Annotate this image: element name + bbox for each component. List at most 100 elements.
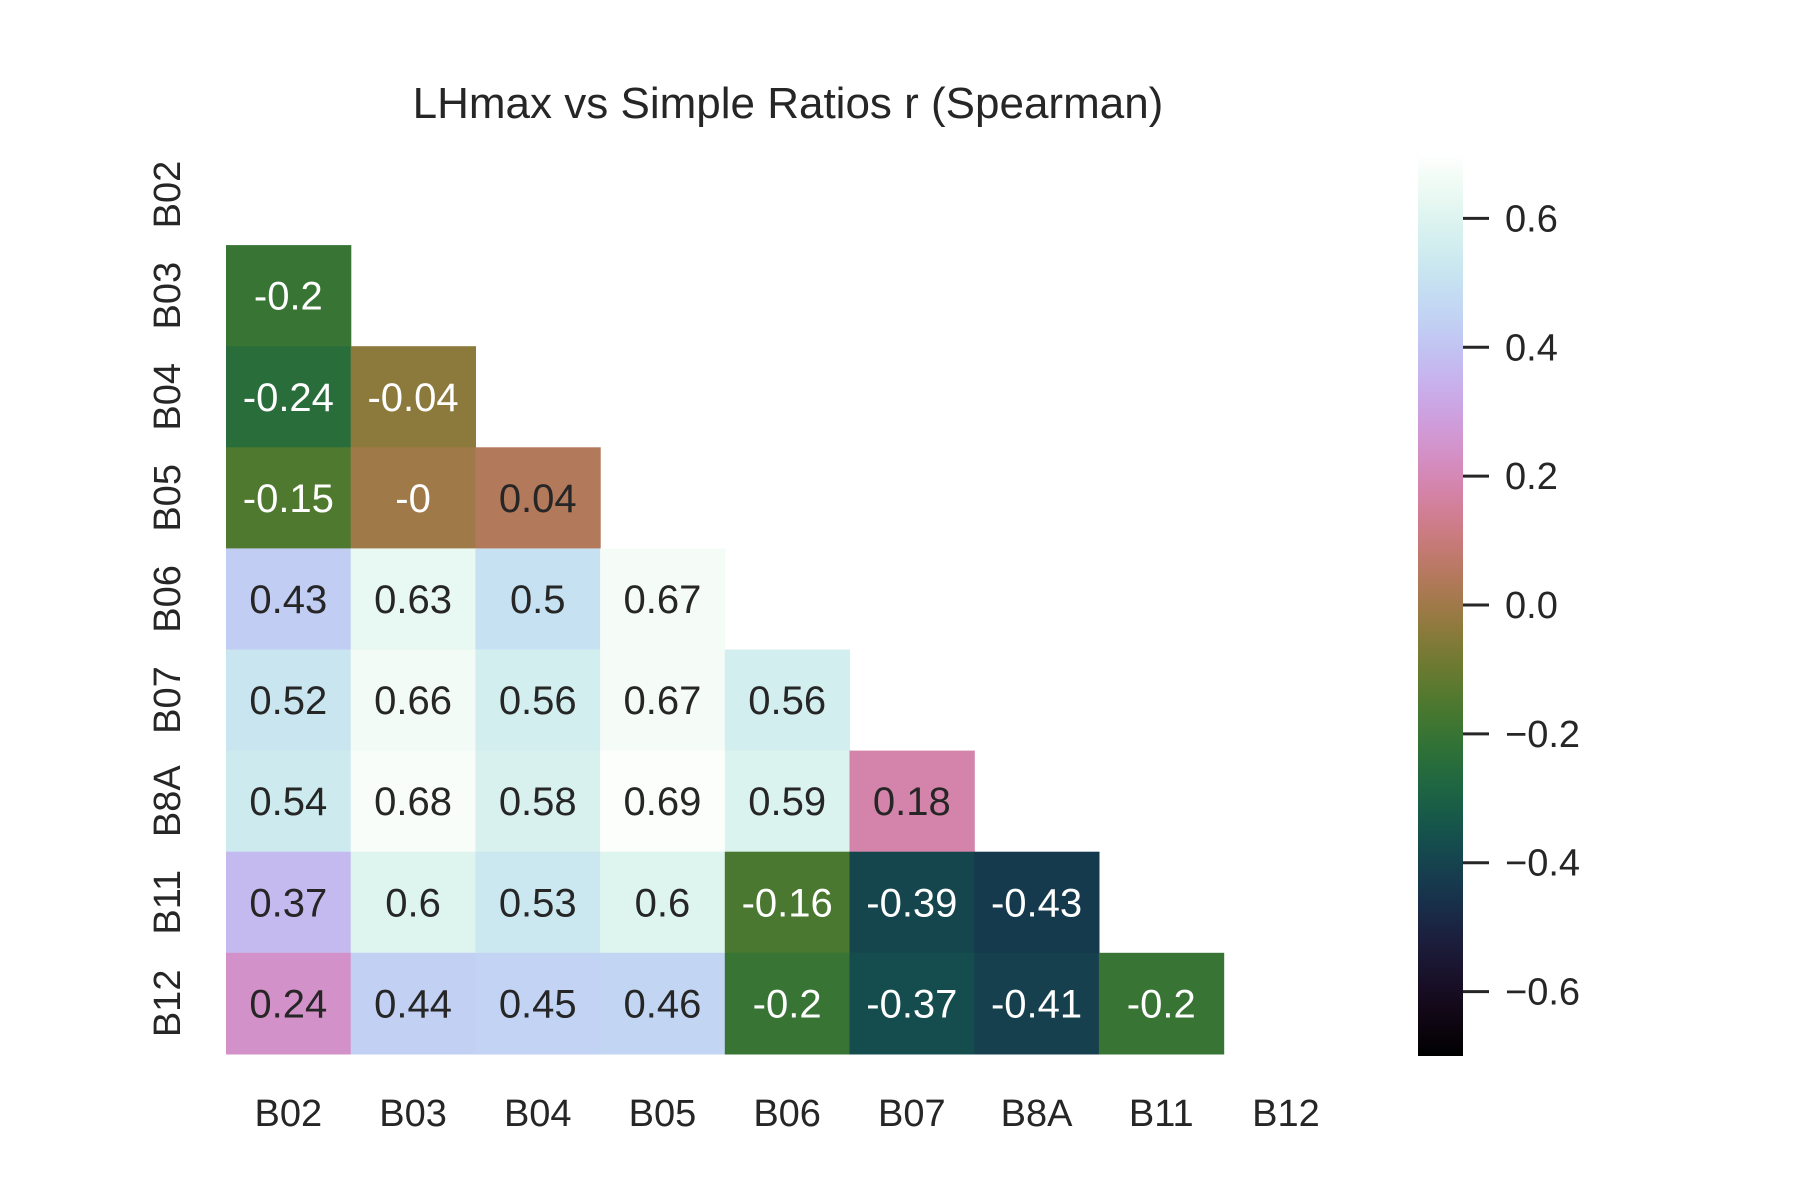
heatmap-cell	[350, 649, 476, 752]
heatmap-cell	[849, 851, 975, 954]
heatmap-cell	[226, 750, 352, 853]
y-tick-label: B06	[147, 565, 189, 633]
heatmap-cell	[600, 548, 726, 651]
heatmap-cell	[475, 851, 601, 954]
cell-value-label: -0.2	[1127, 982, 1196, 1026]
cell-value-label: -0.39	[866, 881, 957, 925]
cell-value-label: 0.45	[499, 982, 577, 1026]
cell-value-label: -0.2	[753, 982, 822, 1026]
colorbar-tick-label: −0.4	[1505, 843, 1580, 885]
heatmap-cell	[350, 750, 476, 853]
y-tick-label: B8A	[147, 765, 189, 837]
x-tick-label: B07	[878, 1093, 946, 1135]
colorbar-tick-label: −0.2	[1505, 714, 1580, 756]
heatmap-cell	[600, 851, 726, 954]
x-tick-label: B8A	[1001, 1093, 1073, 1135]
heatmap-cell	[1098, 952, 1225, 1055]
chart-title: LHmax vs Simple Ratios r (Spearman)	[413, 79, 1164, 128]
cell-value-label: 0.44	[374, 982, 452, 1026]
heatmap-cell	[724, 750, 851, 853]
cell-value-label: 0.69	[624, 780, 702, 824]
heatmap-cell	[350, 548, 476, 651]
y-tick-label: B07	[147, 666, 189, 734]
cell-value-label: -0.24	[243, 376, 334, 420]
cell-value-label: -0.43	[991, 881, 1082, 925]
heatmap-cell	[724, 851, 851, 954]
heatmap-cell	[350, 952, 476, 1055]
y-tick-label: B04	[147, 363, 189, 431]
heatmap-cell	[475, 750, 601, 853]
cell-value-label: -0.16	[742, 881, 833, 925]
cell-value-label: 0.56	[499, 679, 577, 723]
colorbar-tick-label: −0.6	[1505, 972, 1580, 1014]
cell-value-label: 0.6	[385, 881, 441, 925]
colorbar-tick-label: 0.6	[1505, 198, 1558, 240]
y-tick-label: B12	[147, 970, 189, 1038]
y-tick-label: B03	[147, 262, 189, 330]
x-tick-label: B04	[504, 1093, 572, 1135]
cell-value-label: -0	[395, 477, 431, 521]
heatmap-cell	[600, 750, 726, 853]
cell-value-label: 0.63	[374, 578, 452, 622]
cell-value-label: 0.18	[873, 780, 951, 824]
cell-value-label: 0.46	[624, 982, 702, 1026]
cell-value-label: 0.43	[249, 578, 327, 622]
cell-value-label: 0.67	[624, 679, 702, 723]
colorbar-gradient	[1418, 154, 1463, 1056]
cell-value-label: 0.59	[748, 780, 826, 824]
cell-value-label: 0.67	[624, 578, 702, 622]
cell-value-label: 0.24	[249, 982, 327, 1026]
heatmap-cell	[350, 447, 476, 549]
heatmap-cell	[350, 346, 476, 448]
cell-value-label: 0.52	[249, 679, 327, 723]
cell-value-label: 0.68	[374, 780, 452, 824]
heatmap-cell	[475, 649, 601, 752]
x-tick-label: B02	[255, 1093, 323, 1135]
x-axis-ticks: B02 B03 B04 B05 B06 B07 B8A B11 B12	[255, 1093, 1320, 1135]
y-tick-label: B02	[147, 161, 189, 229]
heatmap-cell	[724, 952, 851, 1055]
heatmap-cell	[226, 245, 352, 347]
x-tick-label: B12	[1252, 1093, 1320, 1135]
cell-value-label: 0.56	[748, 679, 826, 723]
heatmap-cell	[226, 447, 352, 549]
colorbar-tick-label: 0.0	[1505, 585, 1558, 627]
y-axis-ticks: B02 B03 B04 B05 B06 B07 B8A B11 B12	[147, 161, 189, 1037]
heatmap-cell	[475, 447, 601, 549]
heatmap-cell	[475, 548, 601, 651]
x-tick-label: B03	[379, 1093, 447, 1135]
heatmap-cell	[226, 649, 352, 752]
cell-value-label: -0.2	[254, 275, 323, 319]
heatmap-cell	[600, 649, 726, 752]
heatmap-cell	[226, 548, 352, 651]
x-tick-label: B05	[629, 1093, 697, 1135]
cell-value-label: 0.54	[249, 780, 327, 824]
heatmap-cell	[475, 952, 601, 1055]
heatmap-cell	[724, 649, 851, 752]
heatmap-cell	[849, 750, 975, 853]
colorbar: −0.6 −0.4 −0.2 0.0 0.2 0.4 0.6	[1418, 154, 1580, 1056]
heatmap-cell	[600, 952, 726, 1055]
colorbar-tick-label: 0.4	[1505, 327, 1558, 369]
heatmap-cell	[226, 952, 352, 1055]
cell-value-label: 0.04	[499, 477, 577, 521]
x-tick-label: B06	[753, 1093, 821, 1135]
y-tick-label: B11	[147, 870, 189, 935]
heatmap-cell	[849, 952, 975, 1055]
heatmap-cell	[974, 952, 1100, 1055]
heatmap-cell	[226, 346, 352, 448]
cell-value-label: -0.37	[866, 982, 957, 1026]
cell-value-label: 0.53	[499, 881, 577, 925]
cell-value-label: -0.41	[991, 982, 1082, 1026]
cell-value-label: 0.37	[249, 881, 327, 925]
heatmap-cell	[350, 851, 476, 954]
y-tick-label: B05	[147, 464, 189, 532]
cell-value-label: 0.58	[499, 780, 577, 824]
heatmap-cells: -0.2 -0.24 -0.04 -0.15 -0 0.04 0.43 0.63 0.5 0.67…	[226, 245, 1225, 1055]
cell-value-label: 0.5	[510, 578, 566, 622]
colorbar-tick-label: 0.2	[1505, 456, 1558, 498]
cell-value-label: -0.15	[243, 477, 334, 521]
x-tick-label: B11	[1129, 1093, 1194, 1135]
cell-value-label: -0.04	[367, 376, 458, 420]
